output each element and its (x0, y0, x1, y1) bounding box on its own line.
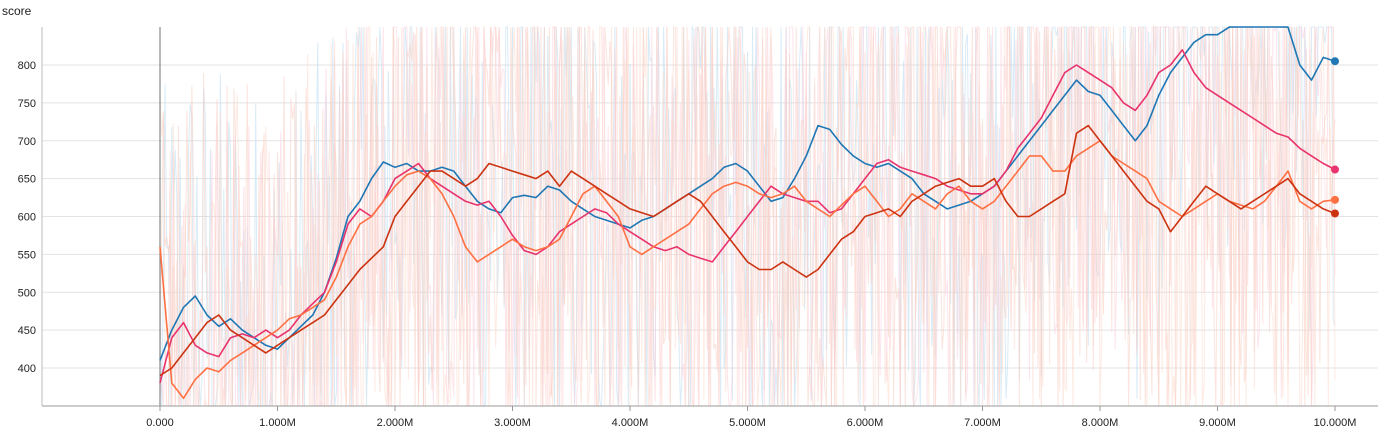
series-line (159, 140, 1336, 400)
x-tick-labels: 0.000 1.000M 2.000M 3.000M 4.000M 5.000M 6.000… (146, 417, 1356, 429)
y-tick-label: 550 (18, 249, 36, 261)
x-tick-label: 6.000M (847, 417, 884, 429)
series-end-markers (1331, 57, 1339, 218)
raw-series-line (159, 26, 1336, 407)
x-tick-label: 3.000M (494, 417, 531, 429)
x-tick-label: 1.000M (259, 417, 296, 429)
y-tick-label: 750 (18, 98, 36, 110)
smoothed-series-lines (159, 26, 1336, 400)
series-line (159, 26, 1336, 361)
y-tick-label: 700 (18, 136, 36, 148)
x-tick-label: 5.000M (729, 417, 766, 429)
x-tick-label: 4.000M (612, 417, 649, 429)
x-tick-label: 9.000M (1199, 417, 1236, 429)
series-line (159, 124, 1336, 377)
x-tick-label: 8.000M (1082, 417, 1119, 429)
series-end-dot (1331, 165, 1339, 174)
raw-series-lines (159, 25, 1336, 408)
series-end-dot (1331, 209, 1339, 218)
x-tick-label: 2.000M (377, 417, 414, 429)
series-end-dot (1331, 195, 1339, 204)
x-tick-label: 10.000M (1314, 417, 1357, 429)
axes (41, 27, 1378, 411)
y-tick-label: 800 (18, 60, 36, 72)
y-tick-label: 650 (18, 174, 36, 186)
x-tick-label: 7.000M (964, 417, 1001, 429)
y-tick-label: 600 (18, 212, 36, 224)
y-tick-label: 450 (18, 325, 36, 337)
x-tick-label: 0.000 (146, 417, 174, 429)
y-tick-label: 400 (18, 363, 36, 375)
series-line (159, 49, 1336, 384)
y-tick-label: 500 (18, 287, 36, 299)
chart-title: score (2, 4, 32, 18)
series-end-dot (1331, 57, 1339, 66)
y-tick-labels: 400 450 500 550 600 650 700 750 800 (18, 60, 36, 375)
